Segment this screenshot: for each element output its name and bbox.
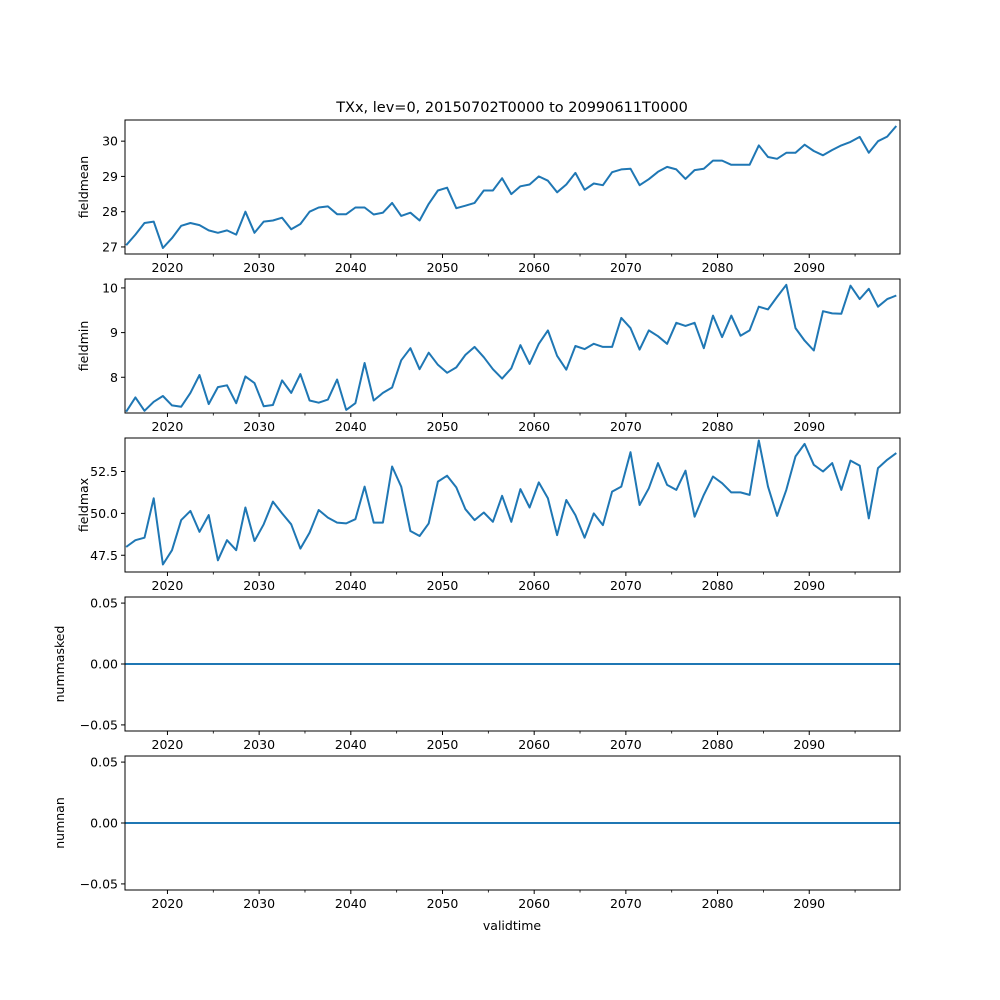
panel-fieldmin: 8 9 10 2020 2030 2040 2050 2060 2070 2080 2090 fiel… [76,278,901,434]
y-axis-label-fieldmin: fieldmin [76,321,91,372]
x-tick-label: 2040 [335,578,367,593]
x-tick-label: 2020 [152,419,184,434]
y-tick-label-nummasked: 0.00 [90,657,118,672]
chart-title: TXx, lev=0, 20150702T0000 to 20990611T00… [335,100,688,116]
x-tick-label: 2080 [702,260,734,275]
y-tick-label-fieldmax: 50.0 [90,506,118,521]
x-tick-label: 2040 [335,896,367,911]
series-line-fieldmax [125,439,897,566]
x-tick-label: 2090 [793,260,825,275]
axes-frame-fieldmean [124,119,901,255]
y-tick-label-fieldmax: 47.5 [90,548,118,563]
series-line-fieldmean [125,125,898,249]
x-tick-label: 2060 [518,737,550,752]
x-tick-label: 2020 [152,578,184,593]
y-tick-label-numnan: 0.00 [90,816,118,831]
x-tick-label: 2030 [243,419,275,434]
x-tick-label: 2080 [702,578,734,593]
axes-frame-fieldmax [124,437,901,573]
x-tick-label: 2060 [518,578,550,593]
y-tick-label-fieldmax: 52.5 [90,464,118,479]
y-tick-label-nummasked: 0.05 [90,596,118,611]
x-tick-label: 2070 [610,419,642,434]
y-axis-label-nummasked: nummasked [52,626,67,703]
axes-frame-fieldmin [124,278,901,414]
x-tick-label: 2090 [793,578,825,593]
x-tick-label: 2020 [152,260,184,275]
x-tick-label: 2030 [243,737,275,752]
y-tick-label-fieldmean: 30 [102,134,118,149]
x-tick-label: 2060 [518,260,550,275]
x-tick-label: 2040 [335,419,367,434]
x-tick-label: 2040 [335,737,367,752]
x-tick-label: 2090 [793,419,825,434]
x-tick-label: 2060 [518,419,550,434]
x-tick-label: 2030 [243,260,275,275]
x-tick-label: 2040 [335,260,367,275]
x-tick-label: 2080 [702,419,734,434]
x-tick-label: 2050 [427,896,459,911]
panel-fieldmax: 47.5 50.0 52.5 2020 2030 2040 2050 2060 2070 2080… [76,437,901,593]
x-tick-label: 2060 [518,896,550,911]
y-tick-label-fieldmean: 27 [102,239,118,254]
y-tick-label-fieldmean: 28 [102,204,118,219]
series-line-fieldmin [125,283,897,413]
panel-nummasked: −0.05 0.00 0.05 2020 2030 2040 2050 2060 2070 208… [52,596,901,752]
y-axis-label-numnan: numnan [52,797,67,849]
y-tick-label-numnan: 0.05 [90,755,118,770]
x-tick-label: 2050 [427,578,459,593]
y-axis-label-fieldmean: fieldmean [76,156,91,218]
x-tick-label: 2020 [152,737,184,752]
y-axis-label-fieldmax: fieldmax [76,478,91,532]
x-tick-label: 2070 [610,578,642,593]
y-tick-label-fieldmin: 9 [110,325,118,340]
x-tick-label: 2070 [610,260,642,275]
x-tick-label: 2070 [610,737,642,752]
x-tick-label: 2020 [152,896,184,911]
panel-numnan: −0.05 0.00 0.05 2020 2030 2040 2050 2060 2070 208… [52,755,901,911]
x-tick-label: 2050 [427,419,459,434]
x-tick-label: 2070 [610,896,642,911]
x-tick-label: 2090 [793,896,825,911]
x-tick-label: 2090 [793,737,825,752]
x-tick-label: 2050 [427,260,459,275]
y-tick-label-fieldmin: 10 [102,280,118,295]
x-tick-label: 2050 [427,737,459,752]
y-tick-label-numnan: −0.05 [80,876,118,891]
x-axis-label: validtime [483,918,541,933]
x-tick-label: 2030 [243,896,275,911]
panel-fieldmean: 27 28 29 30 2020 2030 2040 2050 2060 2070 2080 2090… [76,119,901,275]
y-tick-label-nummasked: −0.05 [80,717,118,732]
y-tick-label-fieldmin: 8 [110,370,118,385]
x-tick-label: 2030 [243,578,275,593]
y-tick-label-fieldmean: 29 [102,169,118,184]
x-tick-label: 2080 [702,737,734,752]
x-tick-label: 2080 [702,896,734,911]
